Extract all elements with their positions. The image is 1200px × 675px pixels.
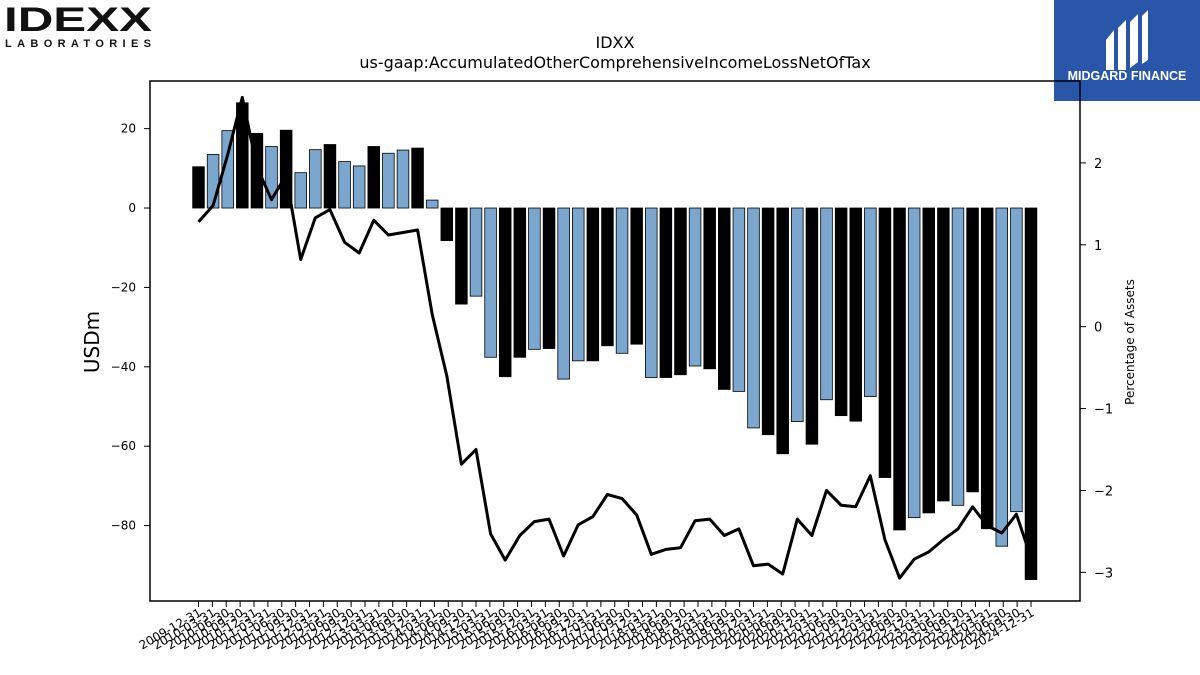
- y2-tick-label: −2: [1094, 484, 1113, 499]
- bar: [630, 207, 643, 345]
- bar: [206, 154, 220, 209]
- bar: [951, 207, 965, 506]
- bar: [849, 207, 862, 422]
- bar: [674, 207, 687, 376]
- bar: [221, 130, 234, 209]
- bar: [688, 207, 702, 367]
- midgard-emblem-icon: [1106, 10, 1148, 70]
- y-tick-label: 20: [121, 122, 136, 136]
- chart-subtitle: us-gaap:AccumulatedOtherComprehensiveInc…: [359, 53, 870, 72]
- bar: [732, 207, 746, 392]
- bar: [425, 199, 439, 209]
- midgard-wordmark: MIDGARD FINANCE: [1068, 69, 1187, 83]
- bar: [484, 207, 497, 358]
- y-tick-label: −20: [111, 280, 136, 294]
- bar: [922, 207, 936, 514]
- bar: [966, 207, 979, 493]
- bar: [440, 207, 454, 241]
- bar: [382, 152, 395, 209]
- bar: [338, 161, 351, 209]
- y-tick-label: −60: [111, 439, 136, 453]
- bar: [601, 207, 614, 347]
- bar: [571, 207, 585, 362]
- bar: [265, 146, 278, 209]
- bar: [761, 207, 775, 436]
- y-tick-label: −40: [111, 360, 136, 374]
- bar: [1024, 207, 1038, 580]
- bar: [834, 207, 848, 417]
- bar: [352, 165, 366, 209]
- bar: [659, 207, 673, 378]
- bar: [615, 207, 629, 354]
- bar: [864, 207, 877, 397]
- bar: [645, 207, 658, 378]
- bar: [776, 207, 789, 455]
- bar: [513, 207, 527, 358]
- bar: [542, 207, 556, 349]
- y2-tick-label: 0: [1094, 321, 1102, 336]
- chart-title: IDXX: [596, 33, 635, 52]
- bar: [893, 207, 906, 531]
- idexx-logo: IDEXX LABORATORIES: [4, 1, 154, 52]
- bar: [192, 166, 205, 209]
- midgard-finance-logo: MIDGARD FINANCE: [1054, 0, 1200, 101]
- bar: [469, 207, 483, 297]
- bar: [557, 207, 570, 380]
- bar: [703, 207, 716, 370]
- y-tick-label: −80: [111, 519, 136, 533]
- bar: [980, 207, 994, 530]
- bar: [995, 207, 1009, 547]
- bar: [586, 207, 600, 362]
- bar: [805, 207, 819, 445]
- percentage-line: [197, 95, 1033, 580]
- bar: [323, 144, 337, 209]
- y2-tick-label: 1: [1094, 239, 1102, 254]
- y-tick-label: 0: [128, 201, 136, 215]
- bar: [718, 207, 731, 390]
- bar: [367, 146, 381, 209]
- bar: [907, 207, 921, 519]
- logo-wordmark: IDEXX: [4, 2, 152, 39]
- bar: [878, 207, 892, 478]
- bar: [747, 207, 760, 429]
- bar: [455, 207, 468, 305]
- bar: [528, 207, 541, 350]
- bar: [791, 207, 804, 422]
- bar: [294, 172, 307, 209]
- bar: [309, 149, 322, 209]
- bar: [279, 129, 293, 209]
- bar: [820, 207, 833, 401]
- bar: [1010, 207, 1023, 513]
- bar: [411, 147, 424, 209]
- y2-tick-label: 2: [1094, 157, 1102, 172]
- y-axis-label: USDm: [80, 311, 104, 373]
- bar: [396, 149, 410, 209]
- y2-tick-label: −3: [1094, 566, 1113, 581]
- plot-frame: [149, 80, 1081, 602]
- y2-tick-label: −1: [1094, 403, 1113, 418]
- bar: [937, 207, 950, 502]
- y2-axis-label: Percentage of Assets: [1123, 279, 1137, 405]
- bar: [498, 207, 512, 378]
